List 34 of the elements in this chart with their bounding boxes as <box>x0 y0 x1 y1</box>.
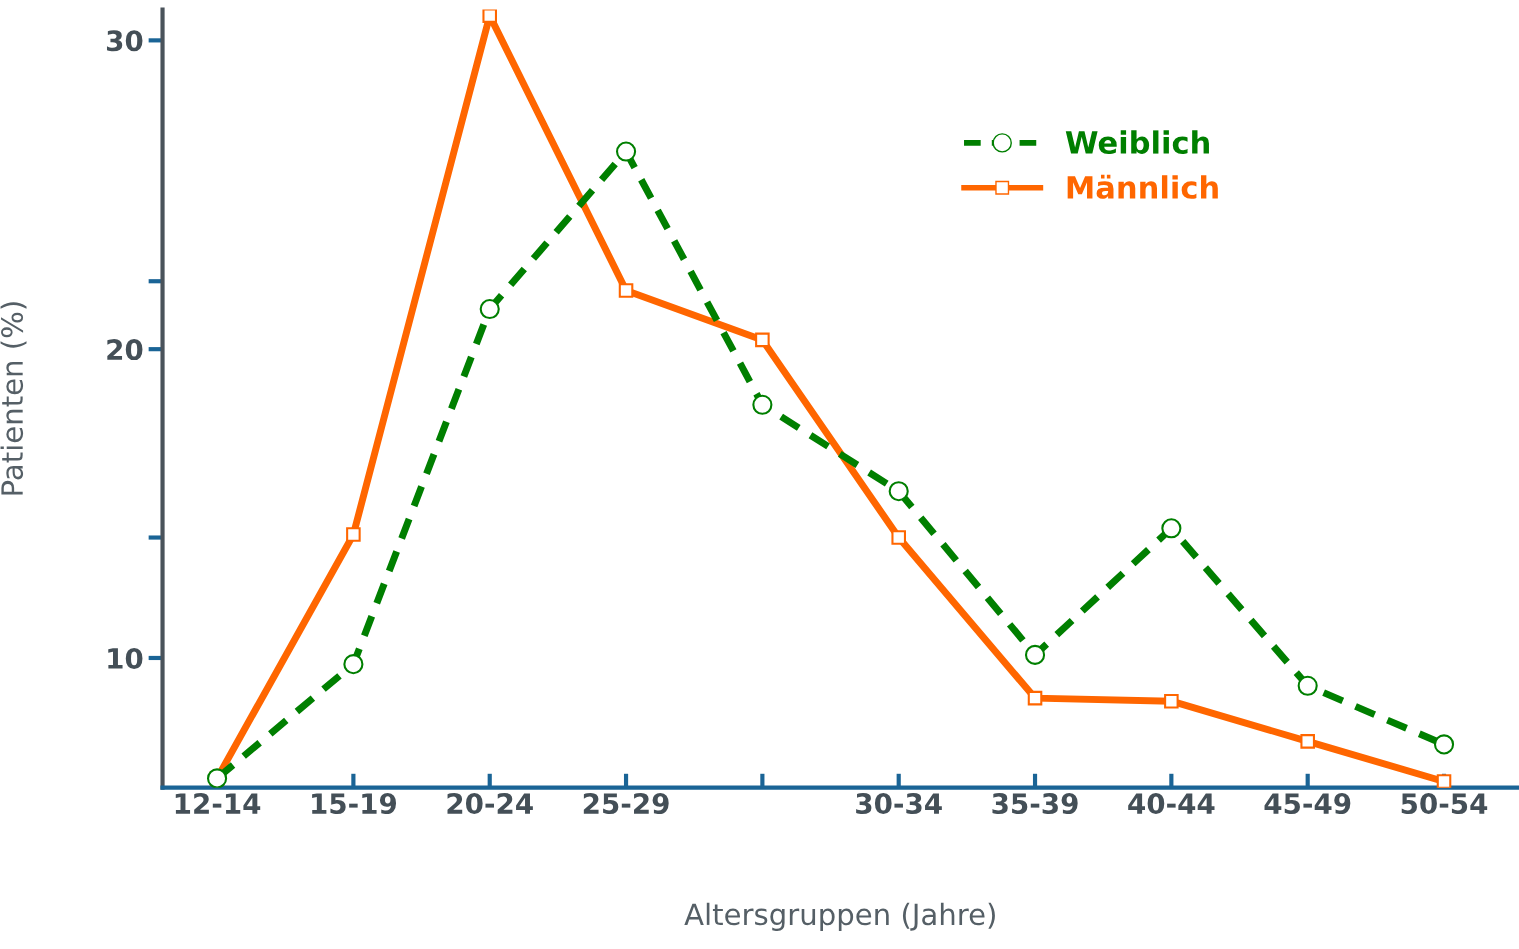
point <box>891 530 906 545</box>
x-tick-label: 20-24 <box>447 793 533 815</box>
point <box>888 481 909 502</box>
y-tick-label: 30 <box>106 30 143 52</box>
y-tick-label: 20 <box>107 339 143 361</box>
x-tick-label: 25-29 <box>583 793 669 815</box>
point <box>482 9 498 23</box>
point <box>752 394 773 415</box>
point <box>1164 693 1179 709</box>
legend-label: Weiblich <box>1065 130 1209 155</box>
point <box>479 298 500 320</box>
point <box>1436 774 1452 788</box>
point <box>346 527 361 542</box>
point <box>1433 734 1455 755</box>
point <box>1297 675 1318 696</box>
point <box>343 654 364 675</box>
x-axis-title: Altersgruppen (Jahre) <box>684 902 995 931</box>
x-tick-label: 15-19 <box>312 793 397 815</box>
legend-label: Männlich <box>1067 174 1218 199</box>
point <box>755 332 770 348</box>
point <box>1024 644 1046 665</box>
point <box>618 283 634 298</box>
point <box>1300 734 1315 749</box>
x-tick-label: 12-14 <box>175 793 261 814</box>
point <box>1161 518 1182 539</box>
x-tick-label: 40-44 <box>1128 793 1215 815</box>
y-axis-title: Patienten (%) <box>0 302 27 495</box>
point <box>615 141 637 162</box>
x-tick-label: 50-54 <box>1401 793 1488 815</box>
x-tick-label: 30-34 <box>856 793 942 815</box>
x-tick-label: 45-49 <box>1264 793 1351 815</box>
point <box>1027 690 1043 706</box>
y-tick-label: 10 <box>108 647 143 669</box>
x-tick-label: 35-39 <box>992 793 1078 815</box>
